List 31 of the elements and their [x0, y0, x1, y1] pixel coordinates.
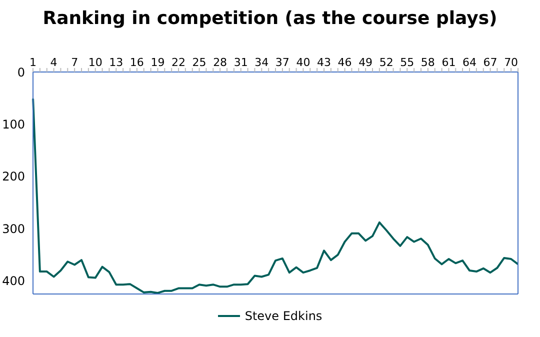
legend-label: Steve Edkins: [244, 309, 322, 323]
x-tick-label: 34: [254, 56, 269, 69]
x-tick-label: 1: [30, 56, 36, 69]
chart-title: Ranking in competition (as the course plays): [42, 8, 498, 29]
x-tick-label: 16: [130, 56, 144, 69]
x-tick-label: 37: [275, 56, 290, 69]
x-tick-label: 28: [213, 56, 228, 69]
x-tick-label: 40: [296, 56, 310, 69]
x-tick-label: 61: [442, 56, 456, 69]
x-tick-label: 58: [420, 56, 435, 69]
y-tick-label: 200: [2, 170, 25, 184]
x-tick-label: 25: [192, 56, 206, 69]
x-tick-label: 19: [150, 56, 165, 69]
x-tick-label: 70: [504, 56, 518, 69]
x-tick-label: 64: [462, 56, 476, 69]
x-tick-label: 22: [172, 56, 186, 69]
x-tick-label: 49: [358, 56, 373, 69]
x-tick-label: 4: [50, 56, 58, 69]
y-tick-label: 0: [17, 65, 25, 80]
x-tick-label: 31: [234, 56, 248, 69]
y-tick-label: 300: [2, 222, 25, 236]
y-tick-label: 100: [2, 117, 25, 132]
x-tick-label: 55: [400, 56, 414, 69]
y-tick-label: 400: [2, 274, 25, 288]
x-tick-label: 46: [338, 56, 352, 69]
x-tick-label: 10: [88, 56, 102, 69]
x-tick-label: 13: [109, 56, 124, 69]
x-tick-label: 7: [71, 56, 78, 69]
x-tick-label: 67: [483, 56, 498, 69]
x-tick-label: 43: [317, 56, 331, 69]
x-tick-label: 52: [379, 56, 394, 69]
